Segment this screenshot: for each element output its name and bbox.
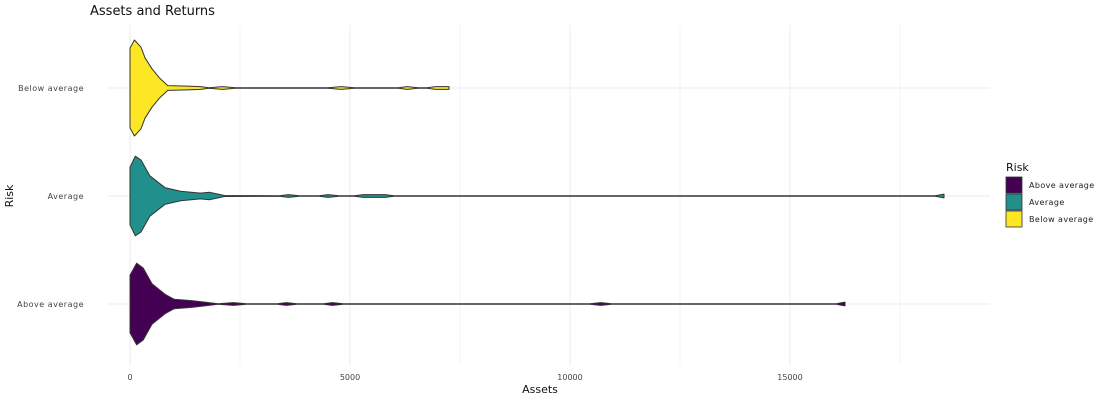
legend-swatch (1005, 176, 1023, 194)
violin-above-average (129, 262, 846, 346)
legend-label: Average (1029, 198, 1065, 207)
y-axis-label: Risk (3, 184, 16, 207)
chart-title: Assets and Returns (90, 4, 215, 19)
legend-title: Risk (1006, 161, 1029, 174)
legend-swatch (1005, 193, 1023, 211)
violin-below-average (129, 39, 450, 137)
x-tick-label: 0 (127, 373, 132, 382)
legend-swatch (1005, 210, 1023, 228)
x-tick-label: 5000 (340, 373, 360, 382)
y-tick-label: Above average (17, 300, 84, 309)
legend-label: Above average (1029, 181, 1095, 190)
legend-label: Below average (1029, 215, 1094, 224)
y-tick-label: Below average (18, 84, 84, 93)
x-tick-label: 10000 (557, 373, 582, 382)
y-tick-label: Average (48, 192, 84, 201)
x-axis-label: Assets (522, 383, 558, 396)
x-tick-label: 15000 (777, 373, 802, 382)
legend: Risk Above average Average Below average (1005, 161, 1095, 228)
violin-average (129, 155, 945, 237)
